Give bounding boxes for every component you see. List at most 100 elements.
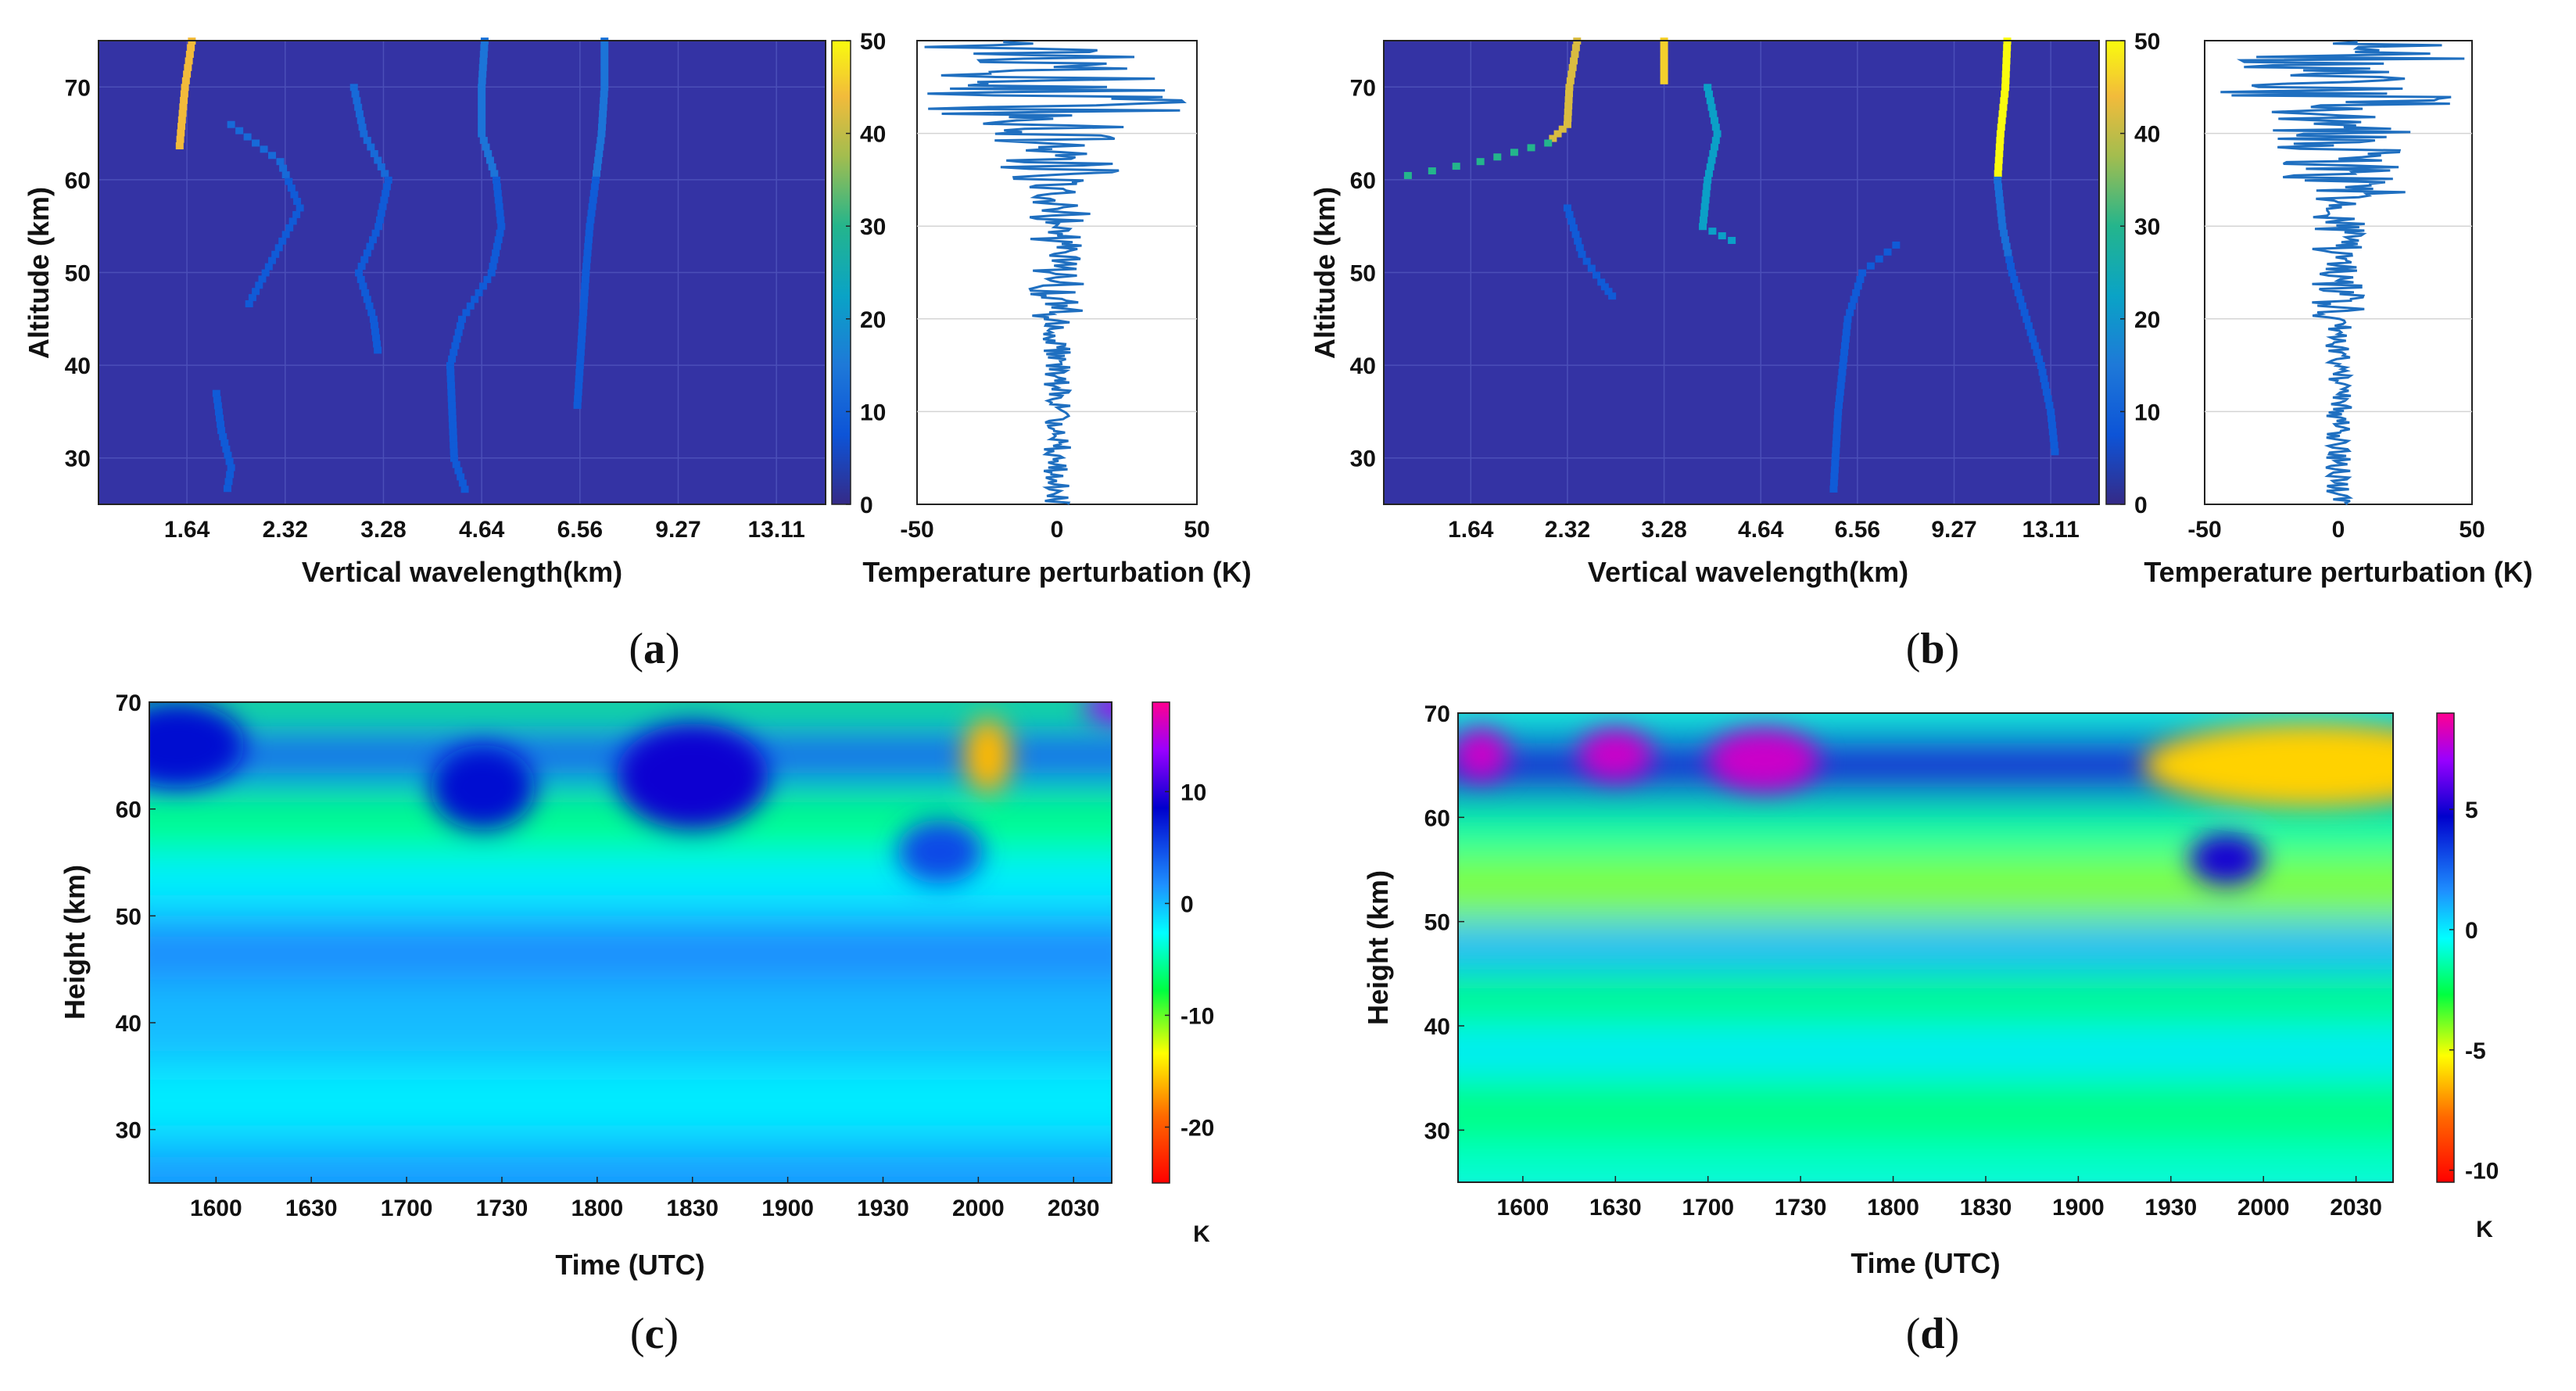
a-ridge-5-px-2-1 xyxy=(226,471,235,479)
b-ridge-1-px-4-6 xyxy=(1832,446,1840,454)
b-ridge-0-px-2-2 xyxy=(1995,143,2004,151)
a-ridge-1-px-2-2 xyxy=(482,143,490,151)
a-profile-x-tick-1: 0 xyxy=(1051,517,1064,543)
a-ridge-1-px-2-6 xyxy=(490,170,499,177)
a-ridge-0-px-7-6 xyxy=(573,401,582,409)
a-profile-x-axis-label: Temperature perturbation (K) xyxy=(862,556,1251,588)
b-ridge-0-px-7-6 xyxy=(2045,401,2054,409)
a-ridge-1-px-8-6 xyxy=(450,448,458,456)
a-ridge-2-px-1-4 xyxy=(374,156,382,164)
a-ridge-2-px-0-1 xyxy=(351,90,360,98)
b-ridge-0-px-4-4 xyxy=(2004,249,2012,257)
a-ridge-1-px-7-1 xyxy=(446,368,455,376)
b-ridge-0-px-5-1 xyxy=(2010,275,2019,283)
b-ridge-0-px-0-5 xyxy=(2001,70,2010,78)
a-ridge-0-px-3-1 xyxy=(590,183,599,191)
a-ridge-0-px-3-6 xyxy=(586,216,595,224)
d-x-tick-0: 1600 xyxy=(1497,1195,1550,1221)
b-ridge-0-px-8-4 xyxy=(2049,435,2058,443)
a-cb-tick-4: 40 xyxy=(860,122,886,148)
a-ridge-0-px-4-1 xyxy=(585,229,593,237)
b-ridge-1-px-3-4 xyxy=(1836,388,1844,396)
a-ridge-5-px-2-2 xyxy=(224,478,233,486)
a-ridge-1-px-4-4 xyxy=(492,249,500,257)
a-colorbar-ticks: 0 10 20 30 40 50 xyxy=(846,29,886,518)
a-ridge-3-px-3-3 xyxy=(261,269,270,277)
b-ridge-4-px-1-5 xyxy=(1564,114,1572,122)
a-ridge-0-px-7-3 xyxy=(575,382,583,389)
b-x-axis-label: Vertical wavelength(km) xyxy=(1588,556,1908,588)
a-ridge-0-px-3-3 xyxy=(589,196,597,204)
b-ridge-2-px-2-6 xyxy=(1699,216,1707,224)
b-ridge-0-px-5-2 xyxy=(2012,282,2021,290)
b-ridge-0-px-7-1 xyxy=(2038,368,2047,376)
a-ridge-2-px-1-5 xyxy=(377,163,385,170)
b-ridge-0-px-4-0 xyxy=(1998,223,2007,231)
d-feature-1 xyxy=(1578,729,1653,781)
a-ridge-2-px-3-3 xyxy=(366,242,374,250)
b-x-tick-2: 3.28 xyxy=(1641,517,1686,543)
b-ridge-1-px-4-2 xyxy=(1833,421,1842,428)
b-ridge-5-px-0-6 xyxy=(1575,244,1584,252)
a-y-ticks: 30 40 50 60 70 xyxy=(65,75,91,471)
a-ridge-0-px-6-2 xyxy=(578,328,586,336)
a-ridge-4-px-0-6 xyxy=(181,77,190,84)
a-ridge-5-px-1-4 xyxy=(224,451,232,459)
a-ridge-2-px-3-5 xyxy=(360,256,369,264)
b-ridge-0-px-4-5 xyxy=(2005,256,2014,264)
a-ridge-1-px-1-0 xyxy=(478,84,486,91)
a-ridge-0-px-7-2 xyxy=(575,375,583,383)
b-ridge-0-px-1-3 xyxy=(1999,103,2008,111)
a-ridge-5-px-2-3 xyxy=(223,485,231,493)
b-ridge-1-px-3-5 xyxy=(1835,395,1843,403)
b-ridge-0-px-4-2 xyxy=(2001,236,2009,244)
a-ridge-1-px-1-5 xyxy=(478,117,486,124)
b-ridge-2-px-3-3 xyxy=(1728,236,1736,244)
a-ridge-3-px-2-0 xyxy=(296,204,304,212)
b-ridge-1-px-4-1 xyxy=(1833,414,1842,422)
a-ridge-4-px-1-9 xyxy=(175,142,184,150)
b-ridge-5-px-0-2 xyxy=(1567,217,1576,225)
a-ridge-2-px-4-1 xyxy=(356,275,365,283)
c-x-tick-5: 1830 xyxy=(666,1196,718,1221)
a-colorbar xyxy=(831,40,851,505)
a-ridge-2-px-5-2 xyxy=(371,328,379,335)
b-y-ticks: 30 40 50 60 70 xyxy=(1350,75,1376,471)
a-ridge-3-px-1-1 xyxy=(279,164,288,172)
a-ridge-4-px-0-4 xyxy=(184,63,192,71)
b-ridge-0-px-3-3 xyxy=(1995,196,2004,204)
d-x-tick-9: 2030 xyxy=(2330,1195,2382,1221)
a-ridge-4-px-1-5 xyxy=(177,116,186,124)
b-ridge-0-px-0-2 xyxy=(2002,50,2011,58)
b-ridge-1-px-0-1 xyxy=(1883,248,1892,256)
b-ridge-4-px-2-0 xyxy=(1563,120,1571,128)
a-ridge-4-px-1-1 xyxy=(180,90,188,98)
b-ridge-5-px-2-1 xyxy=(1600,283,1609,291)
a-ridge-1-px-8-5 xyxy=(450,441,458,449)
b-profile-line xyxy=(2220,41,2465,506)
a-ridge-5-px-0-5 xyxy=(217,421,225,428)
b-cb-tick-4: 40 xyxy=(2134,122,2160,148)
d-band-6 xyxy=(1458,1026,2393,1078)
c-band-4 xyxy=(149,916,1112,981)
a-ridge-1-px-0-2 xyxy=(479,50,488,58)
a-ridge-1-px-4-6 xyxy=(489,263,497,271)
b-ridge-4-px-1-0 xyxy=(1565,84,1574,91)
a-cb-tick-1: 10 xyxy=(860,400,886,425)
c-x-tick-2: 1700 xyxy=(381,1196,433,1221)
b-ridge-1-px-1-6 xyxy=(1846,309,1854,317)
a-ridge-0-px-6-6 xyxy=(576,355,585,363)
a-ridge-0-px-5-5 xyxy=(579,302,588,310)
b-ridge-3-px-0-2 xyxy=(1660,50,1668,58)
b-ridge-0-px-7-5 xyxy=(2044,395,2052,403)
a-ridge-1-px-5-2 xyxy=(478,282,487,290)
a-ridge-1-px-4-3 xyxy=(493,242,501,250)
a-ridge-0-px-1-1 xyxy=(600,90,608,98)
a-ridge-1-px-7-3 xyxy=(446,382,455,389)
b-ridge-2-px-1-5 xyxy=(1706,163,1714,170)
a-ridge-1-px-9-0 xyxy=(450,454,458,462)
b-ridge-0-px-8-3 xyxy=(2048,428,2057,436)
a-ridge-1-px-2-4 xyxy=(485,156,494,164)
a-ridge-0-px-2-0 xyxy=(597,130,606,138)
a-ridge-4-px-1-8 xyxy=(176,135,185,143)
